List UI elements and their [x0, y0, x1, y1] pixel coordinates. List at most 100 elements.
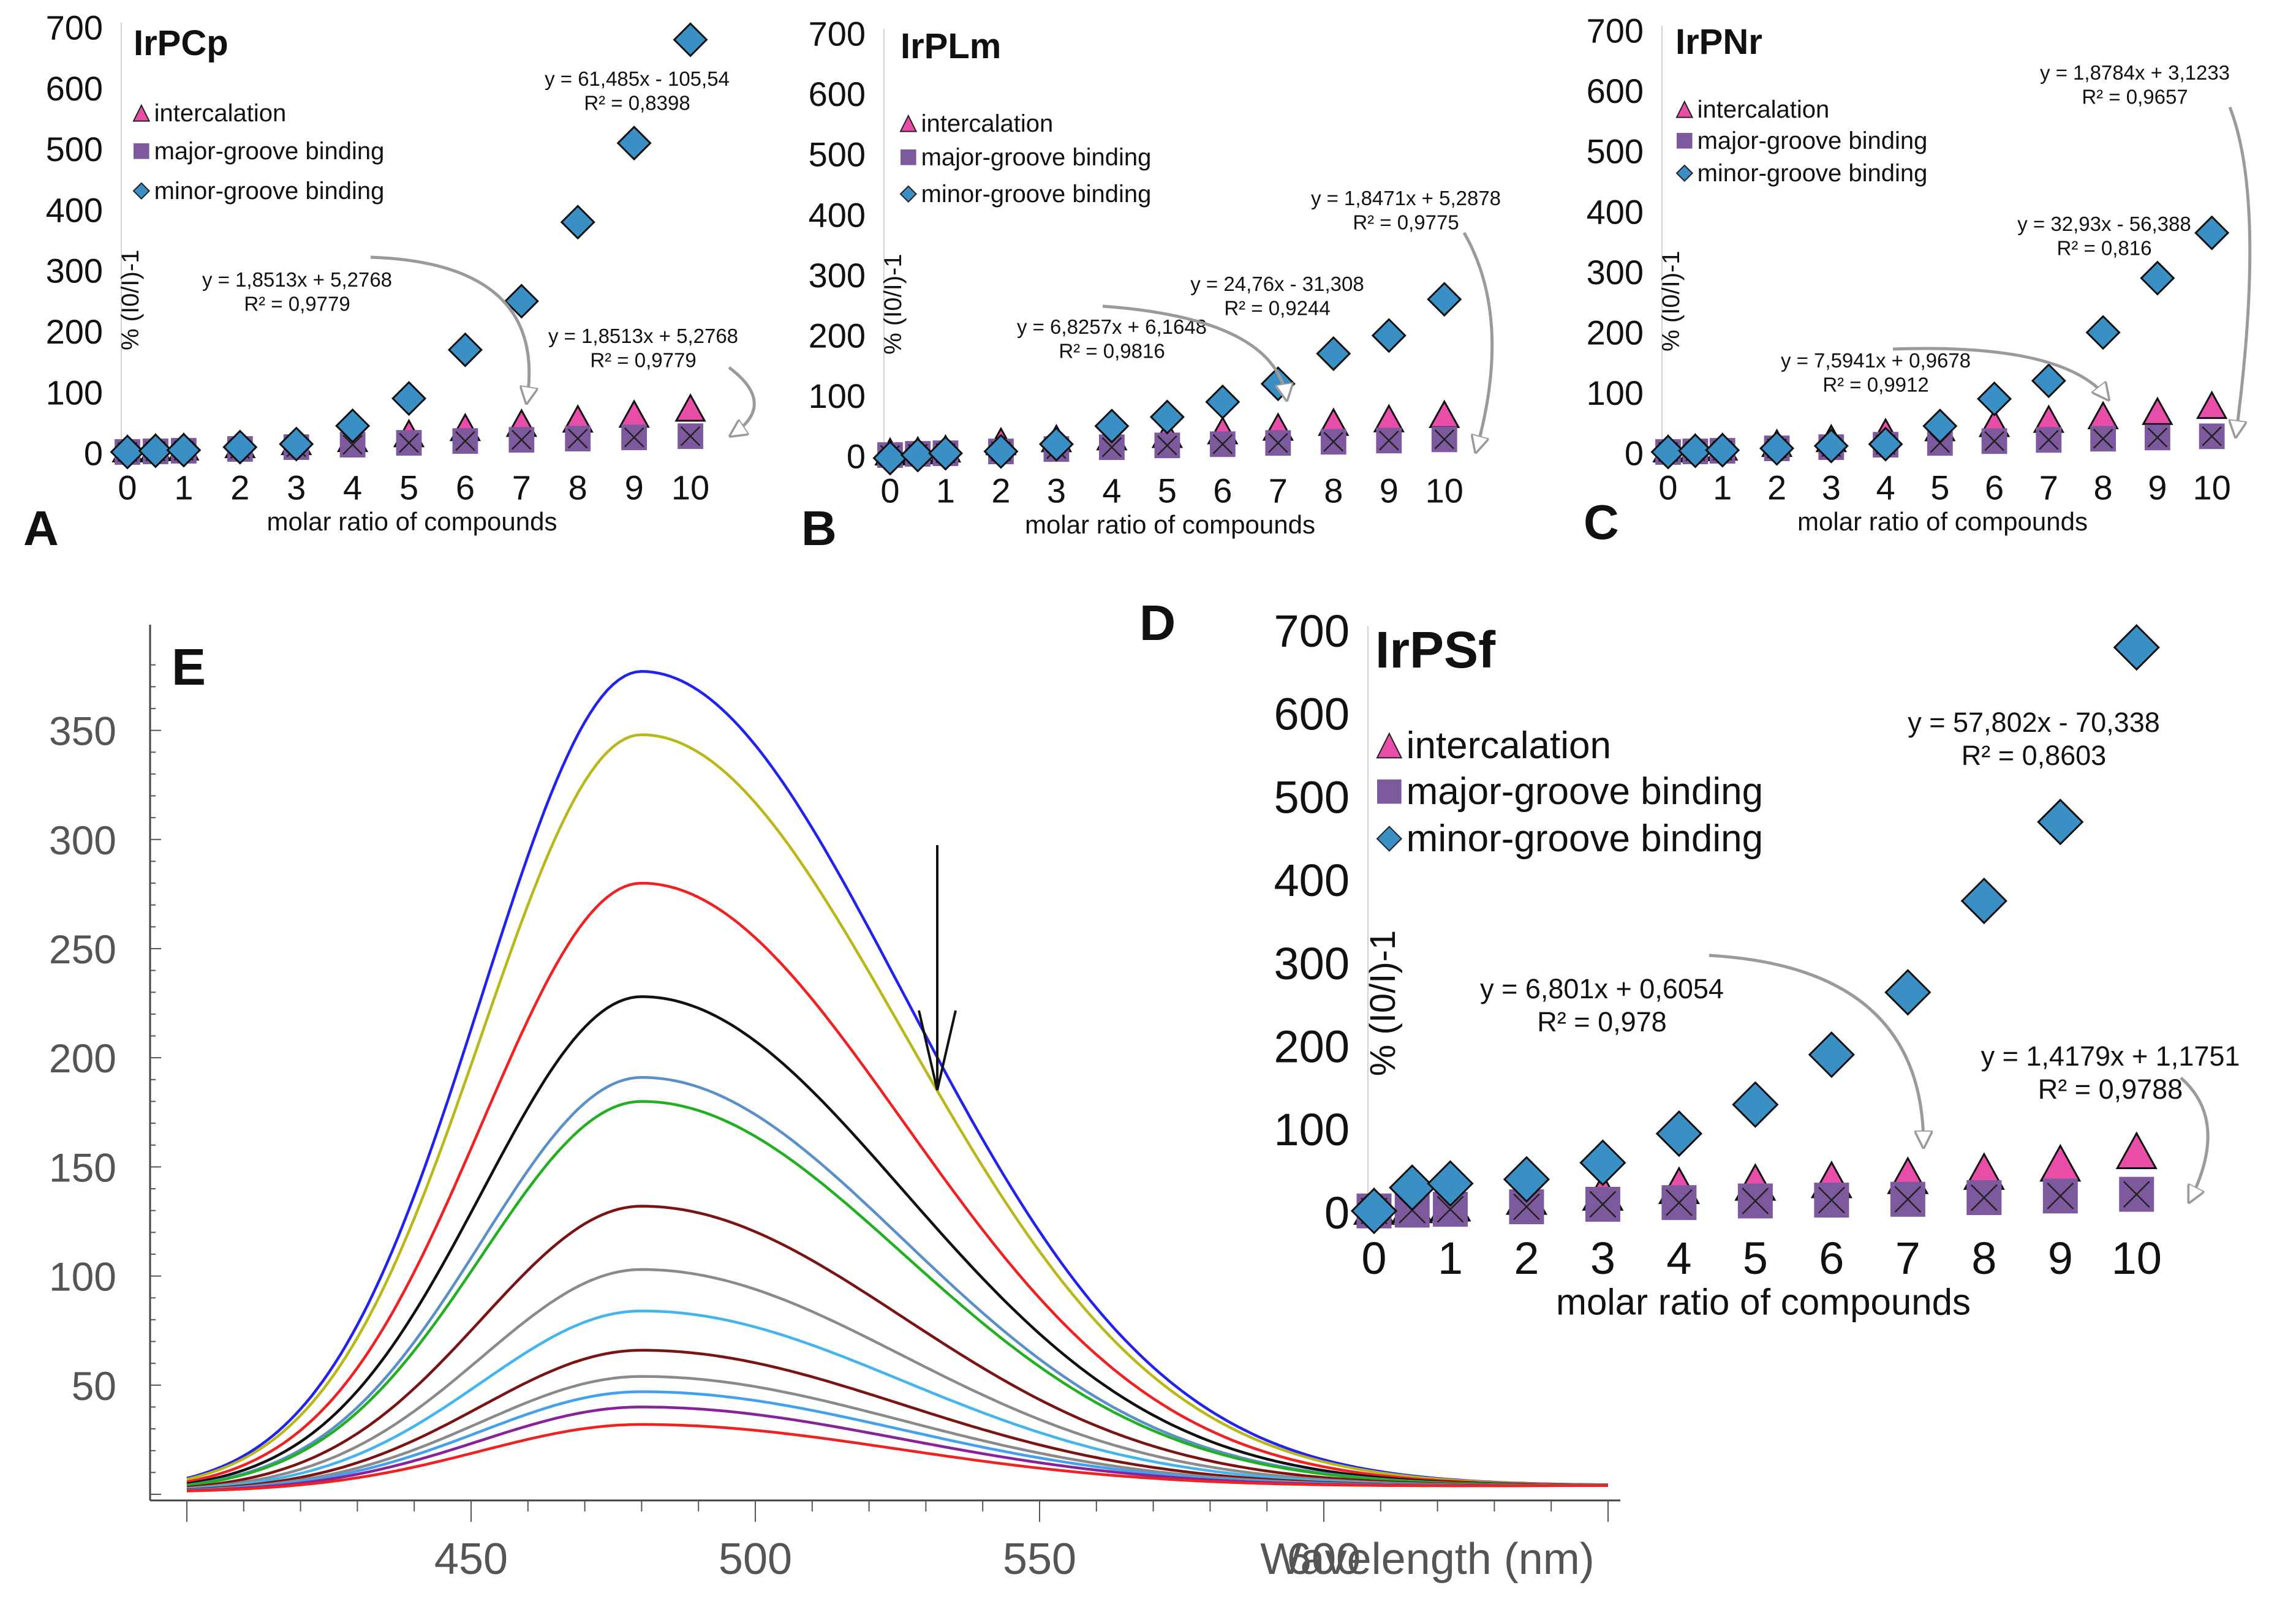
x-tick-label: 3	[287, 469, 306, 507]
legend-marker-intercalation	[1376, 732, 1403, 759]
minor-groove-point	[447, 332, 483, 367]
x-tick-label: 10	[2112, 1233, 2162, 1284]
major-groove-cross	[1984, 431, 2004, 451]
callout-arrow	[1102, 304, 1286, 398]
legend-label: major-groove binding	[921, 144, 1152, 171]
intercalation-point	[2039, 1143, 2082, 1182]
minor-groove-point	[1316, 336, 1351, 371]
panel-title: IrPLm	[901, 26, 1001, 66]
regression-equation: y = 6,8257x + 6,1648	[1017, 315, 1207, 338]
legend-label: intercalation	[921, 110, 1054, 137]
x-tick-label: 4	[1102, 472, 1121, 510]
regression-r-squared: R² = 0,9779	[244, 293, 350, 315]
minor-groove-point	[1655, 1110, 1703, 1157]
minor-groove-point	[1705, 432, 1740, 468]
major-groove-cross	[1970, 1184, 1998, 1211]
x-tick-label: 5	[399, 469, 418, 507]
major-groove-cross	[455, 431, 475, 451]
callout-arrow	[729, 366, 756, 435]
y-tick-label: 0	[847, 437, 866, 476]
y-tick-label: 500	[1274, 772, 1350, 822]
callout-arrow	[1892, 347, 2107, 398]
regression-equation: y = 7,5941x + 0,9678	[1781, 349, 1971, 372]
y-tick-label: 100	[809, 377, 866, 415]
x-tick-label: 0	[1658, 469, 1677, 507]
x-axis-title: molar ratio of compounds	[1797, 507, 2088, 536]
minor-groove-point	[1732, 1081, 1779, 1128]
major-groove-cross	[2047, 1182, 2074, 1210]
x-tick-label: 0	[880, 472, 899, 510]
minor-groove-point	[1389, 1164, 1436, 1211]
y-tick-label: 500	[1587, 132, 1644, 171]
y-tick-label: 0	[84, 434, 103, 473]
regression-equation: y = 61,485x - 105,54	[545, 67, 730, 90]
major-groove-cross	[1379, 431, 1399, 451]
y-tick-label: 600	[809, 75, 866, 113]
y-tick-label: 400	[809, 195, 866, 234]
x-tick-label: 500	[719, 1535, 792, 1584]
legend-label: minor-groove binding	[921, 181, 1152, 208]
y-tick-label: 300	[49, 818, 116, 863]
minor-groove-point	[2113, 624, 2160, 671]
legend-marker-minor	[1376, 826, 1403, 852]
major-groove-cross	[1894, 1186, 1922, 1213]
x-tick-label: 10	[1426, 472, 1463, 510]
major-groove-cross	[1434, 429, 1455, 450]
x-tick-label: 2	[230, 469, 249, 507]
legend-label: major-groove binding	[154, 138, 385, 165]
x-tick-label: 3	[1822, 469, 1841, 507]
x-tick-label: 7	[1895, 1233, 1920, 1284]
legend-marker-minor	[132, 182, 151, 200]
x-tick-label: 6	[456, 469, 475, 507]
major-groove-cross	[1101, 437, 1122, 457]
x-tick-label: 2	[1767, 469, 1786, 507]
regression-equation: y = 1,4179x + 1,1751	[1981, 1041, 2240, 1072]
minor-groove-point	[560, 205, 595, 240]
minor-groove-point	[872, 440, 908, 476]
x-tick-label: 8	[1324, 472, 1343, 510]
callout-arrow	[2230, 107, 2252, 435]
x-tick-label: 6	[1819, 1233, 1844, 1284]
intercalation-point	[2087, 401, 2119, 429]
major-groove-cross	[2202, 426, 2222, 446]
minor-groove-point	[1038, 426, 1074, 462]
y-tick-label: 200	[1274, 1021, 1350, 1072]
minor-groove-point	[1677, 433, 1713, 469]
y-tick-label: 200	[809, 316, 866, 355]
y-tick-label: 300	[46, 252, 103, 290]
regression-r-squared: R² = 0,9779	[590, 349, 696, 372]
x-tick-label: 7	[512, 469, 531, 507]
x-tick-label: 8	[2094, 469, 2113, 507]
panel-title: IrPCp	[134, 23, 228, 63]
y-tick-label: 500	[809, 135, 866, 174]
x-tick-label: 450	[434, 1535, 508, 1584]
major-groove-cross	[2123, 1181, 2150, 1208]
y-tick-label: 500	[46, 130, 103, 168]
x-tick-label: 3	[1047, 472, 1066, 510]
legend-label: intercalation	[1697, 96, 1830, 123]
y-tick-label: 100	[1274, 1104, 1350, 1155]
legend-label: minor-groove binding	[1697, 160, 1928, 187]
legend-label: intercalation	[154, 100, 287, 127]
intercalation-point	[2196, 390, 2228, 420]
y-tick-label: 700	[46, 9, 103, 47]
legend-marker-intercalation	[1675, 100, 1694, 118]
regression-equation: y = 1,8471x + 5,2878	[1311, 187, 1501, 209]
x-axis-title: molar ratio of compounds	[267, 507, 557, 536]
minor-groove-point	[279, 426, 314, 462]
legend-marker-major	[1677, 133, 1693, 149]
intercalation-point	[2142, 396, 2173, 425]
y-tick-label: 300	[1274, 938, 1350, 989]
y-tick-label: 50	[72, 1363, 116, 1409]
x-tick-label: 2	[1514, 1233, 1539, 1284]
regression-r-squared: R² = 0,816	[2056, 237, 2151, 260]
decrease-arrow-head	[918, 1010, 957, 1091]
regression-r-squared: R² = 0,9912	[1822, 374, 1928, 396]
x-tick-label: 8	[568, 469, 587, 507]
y-tick-label: 200	[1587, 313, 1644, 352]
x-axis-title: molar ratio of compounds	[1025, 510, 1315, 539]
minor-groove-point	[1759, 431, 1795, 466]
major-groove-cross	[1513, 1193, 1540, 1221]
